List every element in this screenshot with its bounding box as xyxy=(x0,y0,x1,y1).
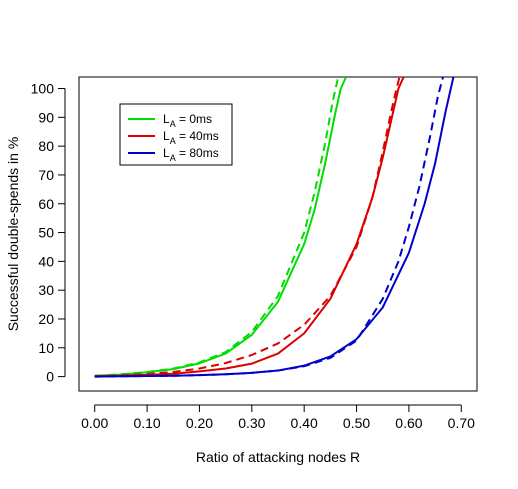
legend-label: LA = 0ms xyxy=(163,112,212,129)
y-axis: 0 10 20 30 40 50 60 70 80 90 100 xyxy=(31,81,66,385)
legend-label: LA = 40ms xyxy=(163,129,219,146)
y-tick-label: 50 xyxy=(38,225,54,241)
x-axis-title: Ratio of attacking nodes R xyxy=(196,449,360,465)
series-line-dashed xyxy=(94,77,444,378)
series-line-dashed xyxy=(94,77,401,378)
plot-lines xyxy=(94,77,455,378)
x-tick-label: 0.00 xyxy=(81,415,108,431)
x-tick-label: 0.40 xyxy=(291,415,318,431)
x-tick-label: 0.30 xyxy=(238,415,265,431)
series-line-solid xyxy=(94,77,405,378)
y-tick-label: 90 xyxy=(38,109,54,125)
x-tick-label: 0.20 xyxy=(186,415,213,431)
x-tick-label: 0.60 xyxy=(395,415,422,431)
legend-box xyxy=(119,103,233,166)
y-tick-label: 40 xyxy=(38,253,54,269)
x-tick-label: 0.50 xyxy=(343,415,370,431)
y-tick-label: 30 xyxy=(38,282,54,298)
y-tick-label: 0 xyxy=(46,369,54,385)
x-axis: 0.00 0.10 0.20 0.30 0.40 0.50 0.60 0.70 xyxy=(81,404,475,431)
y-tick-label: 70 xyxy=(38,167,54,183)
y-tick-label: 100 xyxy=(31,81,55,97)
y-tick-label: 60 xyxy=(38,196,54,212)
legend-label: LA = 80ms xyxy=(163,146,219,163)
x-tick-label: 0.70 xyxy=(448,415,475,431)
y-tick-label: 20 xyxy=(38,311,54,327)
series-line-dashed xyxy=(94,77,340,377)
y-tick-label: 80 xyxy=(38,138,54,154)
y-tick-label: 10 xyxy=(38,340,54,356)
y-axis-title: Successful double-spends in % xyxy=(5,137,21,332)
plot-frame xyxy=(78,76,478,392)
y-axis-title-group: Successful double-spends in % xyxy=(5,137,21,332)
x-tick-label: 0.10 xyxy=(133,415,160,431)
